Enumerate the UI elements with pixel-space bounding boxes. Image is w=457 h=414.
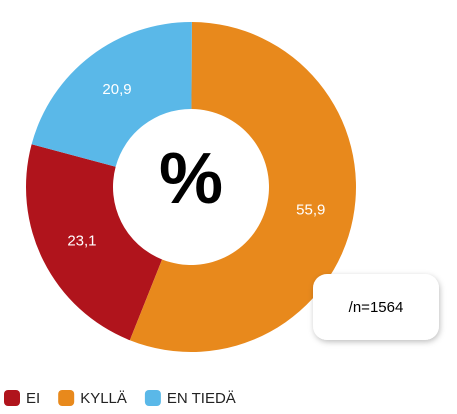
legend-label: KYLLÄ [80,390,127,407]
annotation: /n=1564 [349,299,404,316]
legend-label: EI [26,390,40,407]
annotation-box [313,274,439,340]
data-label: 55,9 [296,201,325,218]
legend-swatch [58,390,75,406]
data-label: 20,9 [102,81,131,98]
slice [26,144,163,341]
legend-label: EN TIEDÄ [167,390,236,407]
data-label: 23,1 [67,233,96,250]
slice [129,22,356,352]
center-label: % [159,139,223,219]
legend-swatch [4,390,20,406]
slice [31,21,192,167]
legend-swatch [144,390,161,406]
